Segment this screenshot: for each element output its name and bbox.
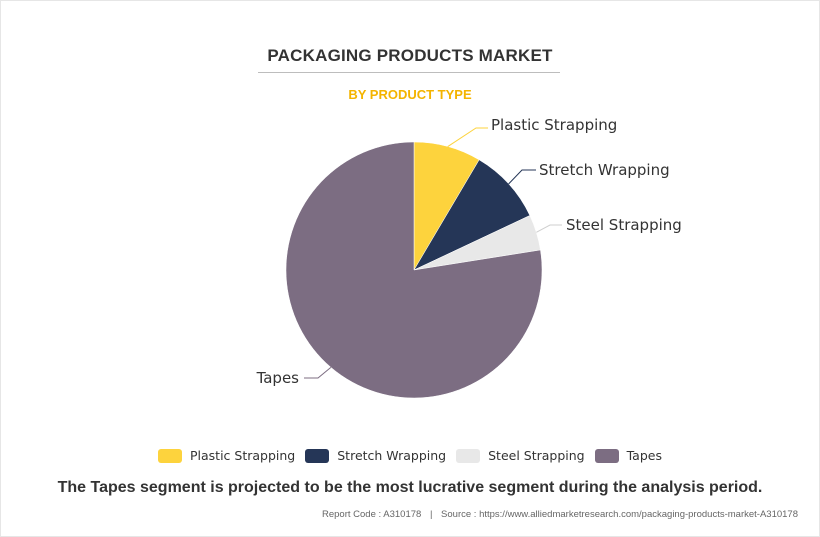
legend-swatch bbox=[456, 448, 481, 463]
data-label-steel-strapping: Steel Strapping bbox=[566, 216, 682, 234]
leader-line-stretch-wrapping bbox=[508, 169, 536, 185]
pie-slice-stretch-wrapping[interactable] bbox=[413, 159, 531, 271]
legend-item-plastic-strapping[interactable]: Plastic Strapping bbox=[158, 448, 295, 463]
data-label-stretch-wrapping: Stretch Wrapping bbox=[539, 161, 670, 179]
legend-label: Tapes bbox=[626, 448, 662, 463]
legend-swatch bbox=[305, 448, 330, 463]
legend-item-stretch-wrapping[interactable]: Stretch Wrapping bbox=[305, 448, 446, 463]
leader-line-plastic-strapping bbox=[447, 127, 488, 147]
legend-swatch bbox=[594, 448, 619, 463]
legend-label: Stretch Wrapping bbox=[337, 448, 447, 463]
legend-label: Plastic Strapping bbox=[190, 448, 296, 463]
chart-legend: Plastic Strapping Stretch Wrapping Steel S… bbox=[0, 448, 820, 463]
pie-slice-tapes[interactable] bbox=[285, 141, 543, 399]
data-label-plastic-strapping: Plastic Strapping bbox=[491, 116, 617, 134]
data-label-tapes: Tapes bbox=[256, 369, 300, 387]
leader-line-tapes bbox=[304, 366, 332, 379]
chart-caption: The Tapes segment is projected to be the… bbox=[57, 479, 763, 496]
report-code: Report Code : A310178 bbox=[322, 509, 422, 520]
source-link[interactable]: Source : https://www.alliedmarketresearc… bbox=[441, 509, 798, 520]
footer-separator: | bbox=[429, 509, 433, 520]
chart-title: PACKAGING PRODUCTS MARKET bbox=[267, 46, 553, 65]
legend-item-tapes[interactable]: Tapes bbox=[594, 448, 662, 463]
title-underline bbox=[258, 72, 560, 73]
chart-subtitle: BY PRODUCT TYPE bbox=[348, 87, 472, 102]
footer-source: Report Code : A310178 | Source : https:/… bbox=[322, 509, 798, 520]
leader-line-steel-strapping bbox=[536, 224, 562, 233]
legend-item-steel-strapping[interactable]: Steel Strapping bbox=[456, 448, 585, 463]
legend-label: Steel Strapping bbox=[488, 448, 585, 463]
legend-swatch bbox=[158, 448, 182, 463]
